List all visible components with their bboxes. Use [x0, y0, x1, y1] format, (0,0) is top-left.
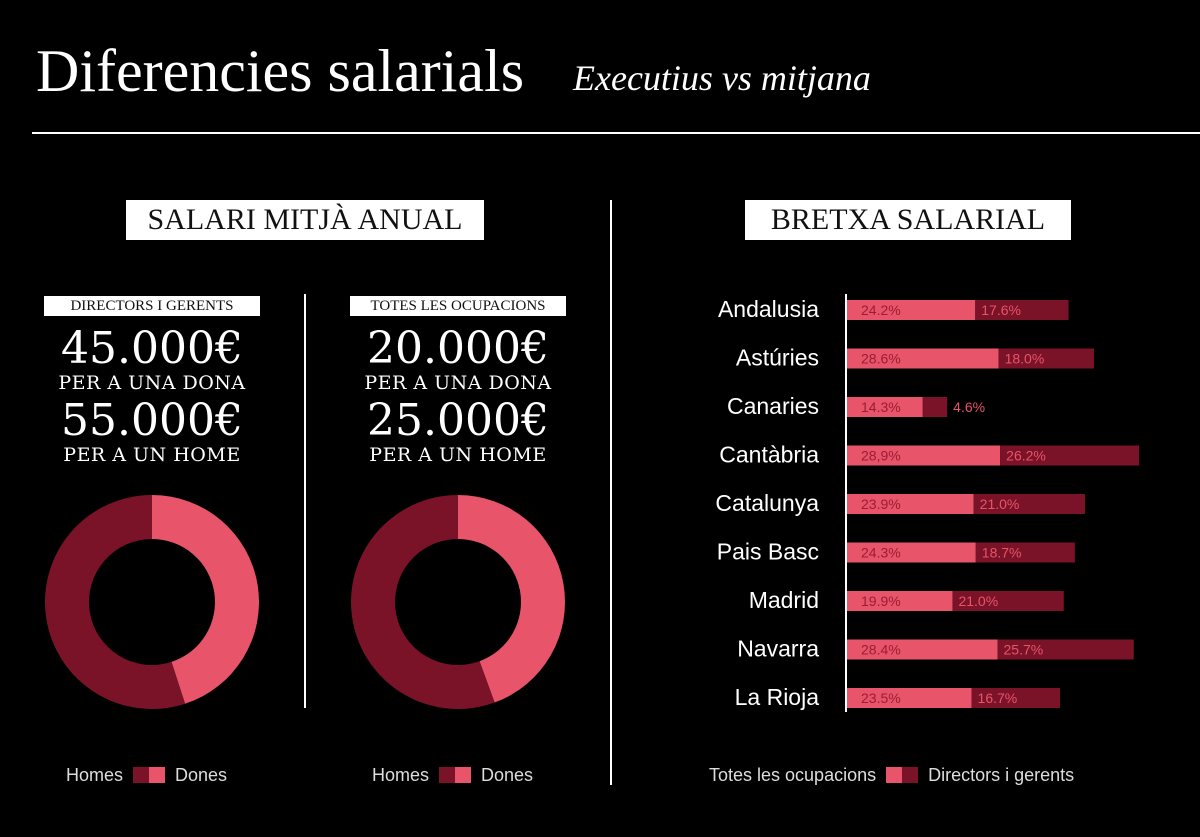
bar-segment-directors: [998, 348, 1094, 369]
stat-directors: 45.000€ PER A UNA DONA 55.000€ PER A UN …: [22, 323, 282, 467]
bar-value-label: 18.0%: [1005, 351, 1045, 367]
man-text: PER A UN HOME: [369, 444, 547, 466]
bar-value-label: 21.0%: [958, 593, 998, 609]
bar-segment-totes: [847, 591, 953, 611]
panel-divider: [304, 294, 306, 708]
donut-slice-homes: [351, 495, 495, 709]
legend-homes-swatch: [439, 767, 456, 783]
legend-dones-label: Dones: [175, 765, 228, 785]
bar-segment-directors: [922, 397, 948, 417]
donut-slice-dones: [458, 495, 565, 703]
bar-category-label: Andalusia: [718, 296, 819, 322]
panel-label-directors: DIRECTORS I GERENTS: [44, 296, 260, 316]
bar-segment-totes: [847, 639, 998, 660]
bar-value-label: 28,9%: [861, 448, 901, 464]
bar-category-label: Navarra: [737, 636, 819, 662]
legend-directors-label: Directors i gerents: [928, 765, 1075, 785]
bar-category-label: La Rioja: [735, 684, 820, 710]
stat-all: 20.000€ PER A UNA DONA 25.000€ PER A UN …: [328, 323, 588, 467]
donut-slice-homes: [44, 495, 186, 709]
bar-segment-totes: [847, 542, 976, 563]
man-text: PER A UN HOME: [63, 444, 241, 466]
bar-category-label: Pais Basc: [717, 539, 819, 565]
bar-category-label: Astúries: [736, 345, 819, 371]
header-divider: [32, 132, 1200, 134]
legend-directors: Homes Dones: [66, 764, 227, 786]
woman-text: PER A UNA DONA: [364, 372, 552, 394]
bar-value-label: 28.6%: [861, 351, 901, 367]
legend-dones-label: Dones: [481, 765, 534, 785]
legend-homes-label: Homes: [372, 765, 430, 785]
bar-segment-directors: [975, 542, 1075, 563]
right-section-label: BRETXA SALARIAL: [745, 200, 1071, 240]
page-title: Diferencies salarials: [36, 38, 525, 104]
bar-value-label: 26.2%: [1006, 448, 1046, 464]
bar-value-label: 23.9%: [861, 496, 901, 512]
bar-value-label: 24.2%: [861, 302, 901, 318]
section-divider: [610, 200, 612, 785]
bar-value-label: 16.7%: [978, 690, 1018, 706]
bar-value-label: 28.4%: [861, 642, 901, 658]
bar-segment-directors: [952, 591, 1064, 611]
bar-segment-totes: [847, 397, 923, 417]
woman-amount: 45.000€: [61, 323, 243, 374]
bar-value-label: 23.5%: [861, 690, 901, 706]
bar-value-label: 14.3%: [861, 399, 901, 415]
bar-segment-directors: [1000, 445, 1140, 466]
bar-segment-totes: [847, 348, 999, 369]
bar-category-label: Cantàbria: [719, 442, 819, 468]
bar-segment-totes: [847, 494, 974, 514]
bar-segment-directors: [971, 688, 1061, 708]
bar-category-label: Catalunya: [715, 490, 819, 516]
donut-directors: [44, 495, 259, 709]
left-section-label: SALARI MITJÀ ANUAL: [126, 200, 484, 240]
bar-segment-totes: [847, 688, 972, 708]
legend-all-swatch: [886, 767, 903, 783]
bar-value-label: 4.6%: [953, 399, 985, 415]
man-amount: 25.000€: [367, 395, 549, 446]
bar-segment-directors: [975, 300, 1069, 320]
legend-directors-swatch: [902, 767, 919, 783]
bar-segment-directors: [997, 639, 1134, 660]
bar-segment-totes: [847, 300, 976, 320]
legend-dones-swatch: [149, 767, 166, 783]
bar-value-label: 25.7%: [1004, 642, 1044, 658]
bar-category-label: Canaries: [727, 393, 819, 419]
panel-label-all: TOTES LES OCUPACIONS: [350, 296, 566, 316]
woman-amount: 20.000€: [367, 323, 549, 374]
bar-axis: [845, 294, 847, 712]
donut-slice-dones: [152, 495, 259, 704]
bar-value-label: 24.3%: [861, 545, 901, 561]
wage-gap-bar-chart: Andalusia 24.2% 17.6% Astúries 28.6% 18.0% Can…: [715, 294, 1140, 712]
legend-bars: Totes les ocupacions Directors i gerents: [709, 764, 1074, 786]
bar-value-label: 19.9%: [861, 593, 901, 609]
woman-text: PER A UNA DONA: [58, 372, 246, 394]
legend-homes-swatch: [133, 767, 150, 783]
bar-segment-directors: [973, 494, 1085, 514]
legend-all-label: Totes les ocupacions: [709, 765, 877, 785]
bar-value-label: 17.6%: [981, 302, 1021, 318]
bar-value-label: 21.0%: [980, 496, 1020, 512]
legend-all: Homes Dones: [372, 764, 533, 786]
page-subtitle: Executius vs mitjana: [573, 58, 871, 98]
legend-homes-label: Homes: [66, 765, 124, 785]
bar-segment-totes: [847, 445, 1001, 466]
legend-dones-swatch: [455, 767, 472, 783]
man-amount: 55.000€: [61, 395, 243, 446]
bar-value-label: 18.7%: [982, 545, 1022, 561]
donut-all: [351, 495, 565, 709]
bar-category-label: Madrid: [749, 587, 819, 613]
